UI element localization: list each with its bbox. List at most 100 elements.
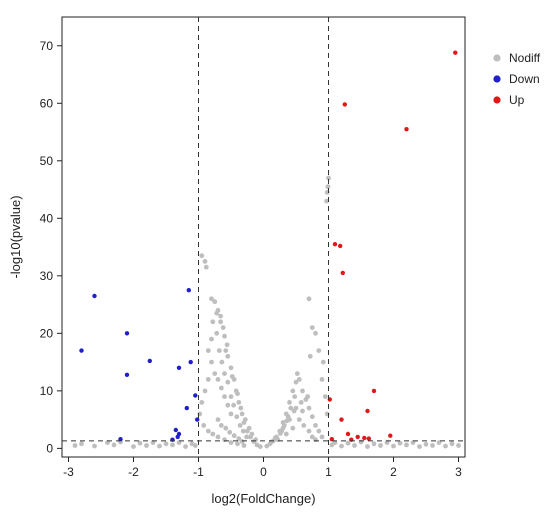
point-nodiff-41 <box>202 388 208 394</box>
point-nodiff-9 <box>224 342 230 348</box>
x-tick-label-3: 0 <box>260 465 267 479</box>
point-down-13 <box>175 434 180 440</box>
point-nodiff-131 <box>105 440 110 445</box>
point-nodiff-60 <box>209 336 214 342</box>
point-up-9 <box>365 408 370 414</box>
point-nodiff-47 <box>215 434 221 440</box>
point-nodiff-119 <box>322 394 328 399</box>
point-nodiff-149 <box>352 443 357 448</box>
point-nodiff-57 <box>236 436 242 441</box>
x-tick-label-5: 2 <box>390 465 397 479</box>
y-tick-label-4: 40 <box>40 211 54 225</box>
y-tick-label-5: 50 <box>40 154 54 168</box>
point-up-15 <box>329 437 334 442</box>
x-axis-label: log2(FoldChange) <box>211 491 315 506</box>
point-nodiff-79 <box>287 400 292 405</box>
point-nodiff-129 <box>79 441 84 447</box>
x-tick-label-4: 1 <box>325 465 332 479</box>
y-tick-label-6: 60 <box>40 96 54 110</box>
point-nodiff-124 <box>324 198 329 204</box>
point-nodiff-24 <box>219 359 225 365</box>
point-nodiff-34 <box>212 371 218 376</box>
legend-marker-nodiff <box>493 54 501 62</box>
point-up-2 <box>404 127 409 132</box>
point-down-1 <box>124 331 130 336</box>
point-nodiff-84 <box>288 405 294 411</box>
point-nodiff-163 <box>443 443 448 449</box>
point-down-6 <box>188 359 193 365</box>
point-nodiff-53 <box>218 423 224 428</box>
point-nodiff-88 <box>296 377 302 382</box>
point-nodiff-161 <box>430 443 435 448</box>
x-tick-label-0: -3 <box>63 465 74 479</box>
point-nodiff-3 <box>209 296 214 302</box>
point-nodiff-63 <box>218 319 224 325</box>
point-nodiff-151 <box>365 444 370 449</box>
point-nodiff-65 <box>229 374 235 379</box>
point-nodiff-80 <box>290 388 296 394</box>
point-nodiff-33 <box>209 359 214 365</box>
point-nodiff-2 <box>203 264 209 270</box>
point-up-8 <box>339 417 344 422</box>
y-axis-label: -log10(pvalue) <box>8 195 23 278</box>
point-nodiff-142 <box>183 444 188 449</box>
point-nodiff-102 <box>306 428 312 434</box>
x-tick-label-1: -2 <box>128 465 139 479</box>
point-nodiff-146 <box>332 440 338 445</box>
point-nodiff-152 <box>371 441 377 447</box>
point-nodiff-30 <box>237 423 243 428</box>
point-nodiff-10 <box>225 353 231 359</box>
point-down-3 <box>147 358 152 364</box>
point-nodiff-122 <box>309 325 315 330</box>
point-nodiff-159 <box>417 444 422 449</box>
point-nodiff-25 <box>222 371 227 376</box>
point-nodiff-42 <box>199 400 205 405</box>
point-nodiff-153 <box>378 443 383 448</box>
point-nodiff-59 <box>205 348 211 353</box>
point-nodiff-37 <box>222 394 227 399</box>
point-nodiff-121 <box>306 296 312 302</box>
point-up-14 <box>388 433 393 438</box>
point-nodiff-66 <box>235 391 240 397</box>
point-nodiff-67 <box>238 405 244 411</box>
point-nodiff-7 <box>220 325 226 330</box>
point-nodiff-128 <box>72 443 78 448</box>
point-nodiff-6 <box>218 313 224 319</box>
point-nodiff-56 <box>231 433 237 439</box>
point-nodiff-83 <box>292 394 298 399</box>
point-nodiff-50 <box>235 441 240 447</box>
point-nodiff-45 <box>205 428 211 434</box>
y-tick-label-2: 20 <box>40 326 54 340</box>
point-nodiff-61 <box>210 319 216 325</box>
point-nodiff-135 <box>137 440 143 446</box>
point-nodiff-111 <box>298 400 304 405</box>
legend-label-nodiff: Nodiff <box>509 51 541 65</box>
point-nodiff-36 <box>218 385 224 391</box>
threshold-lines <box>62 17 465 457</box>
point-nodiff-95 <box>319 434 325 440</box>
point-nodiff-137 <box>150 440 156 445</box>
point-nodiff-144 <box>192 443 198 448</box>
point-nodiff-94 <box>316 428 322 434</box>
point-nodiff-49 <box>228 440 234 445</box>
point-nodiff-32 <box>244 434 250 440</box>
point-nodiff-156 <box>397 440 403 446</box>
point-down-5 <box>186 288 191 293</box>
point-nodiff-51 <box>241 443 247 448</box>
point-nodiff-81 <box>293 379 299 385</box>
legend-label-up: Up <box>509 93 525 107</box>
point-up-13 <box>366 436 371 441</box>
point-nodiff-23 <box>216 348 222 353</box>
point-nodiff-15 <box>239 411 245 417</box>
point-down-4 <box>124 372 130 377</box>
plot-frame <box>61 16 466 458</box>
point-nodiff-70 <box>249 431 255 437</box>
point-nodiff-44 <box>201 423 207 428</box>
point-nodiff-1 <box>202 259 208 264</box>
point-nodiff-91 <box>306 405 312 411</box>
point-nodiff-92 <box>309 414 315 420</box>
point-nodiff-93 <box>313 423 318 428</box>
point-up-0 <box>453 50 458 55</box>
